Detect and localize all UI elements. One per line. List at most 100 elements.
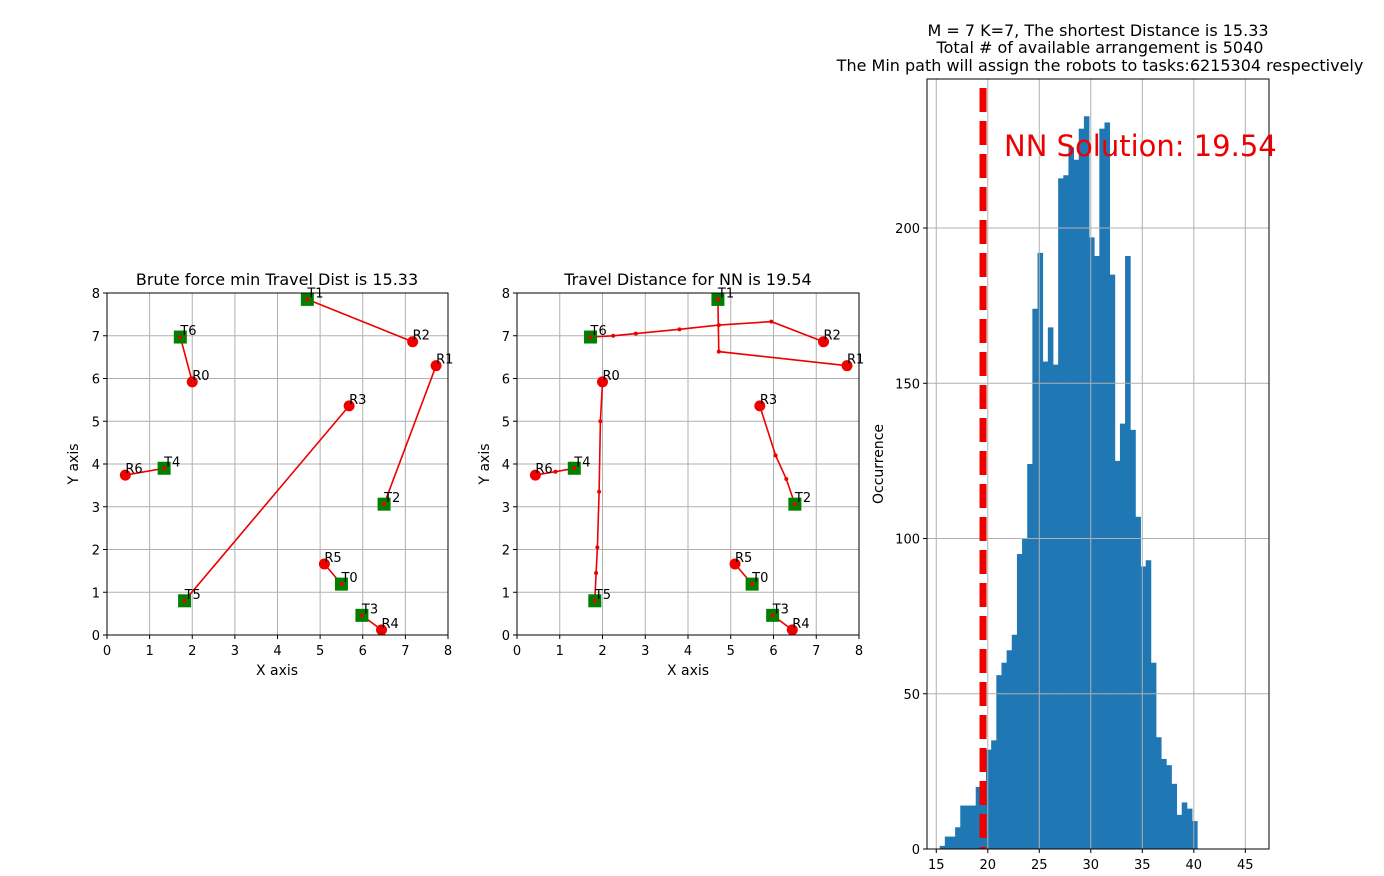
nn-point-label: R1 xyxy=(847,353,864,368)
nn-ytick-label: 4 xyxy=(502,458,510,473)
histogram-bar xyxy=(949,836,956,849)
nn-path-dot xyxy=(598,419,603,424)
histogram-bar xyxy=(1161,758,1167,849)
brute-force-path xyxy=(307,298,413,343)
histogram-bar xyxy=(1171,783,1177,849)
nn-path-end xyxy=(592,598,597,603)
histogram-title-line-2: Total # of available arrangement is 5040 xyxy=(936,38,1264,57)
nn-path xyxy=(590,320,824,343)
nn-path-dot xyxy=(595,545,600,550)
histogram-ytick-label: 200 xyxy=(895,222,920,237)
nn-path-dot xyxy=(597,489,602,494)
brute-force-ytick-label: 1 xyxy=(92,586,100,601)
nn-xlabel: X axis xyxy=(667,663,709,679)
histogram-bar xyxy=(1140,566,1147,849)
nn-xtick-label: 3 xyxy=(641,644,649,659)
nn-path-dot xyxy=(784,476,789,481)
histogram-xtick-label: 25 xyxy=(1031,858,1048,873)
histogram-bar xyxy=(1094,255,1100,849)
histogram-bar xyxy=(1114,460,1121,849)
histogram-bar xyxy=(1104,122,1111,849)
histogram-bar xyxy=(975,786,982,849)
nn-robot-marker xyxy=(729,558,741,570)
histogram-title-line-1: M = 7 K=7, The shortest Distance is 15.3… xyxy=(927,21,1268,40)
brute-force-robot-marker xyxy=(119,469,131,481)
histogram-bar xyxy=(1145,560,1152,849)
brute-force-ytick-label: 7 xyxy=(92,330,100,345)
nn-plot: T0 T1 T2 T3 T4 T5 T6 R0 R1 R2 R3 R4 R5 R6 0 1 2 3 4 5 6 7 8 0 1… xyxy=(477,270,864,679)
brute-force-point-label: R5 xyxy=(324,551,341,566)
nn-path-dot xyxy=(769,319,774,324)
histogram-bar xyxy=(986,749,992,849)
histogram-ytick-label: 0 xyxy=(912,843,920,858)
histogram-ylabel: Occurrence xyxy=(871,424,887,504)
brute-force-xtick-label: 0 xyxy=(103,644,111,659)
histogram-bar xyxy=(955,827,961,849)
histogram-xtick-label: 15 xyxy=(928,858,945,873)
histogram-bar xyxy=(965,805,971,849)
nn-ytick-label: 7 xyxy=(502,330,510,345)
brute-force-xtick-label: 6 xyxy=(359,644,367,659)
histogram-bar xyxy=(1125,255,1131,849)
nn-point-label: T1 xyxy=(717,286,734,301)
brute-force-point-label: T3 xyxy=(361,602,378,617)
brute-force-robot-marker xyxy=(186,376,198,388)
histogram-bar xyxy=(960,805,966,849)
histogram-xtick-label: 20 xyxy=(980,858,997,873)
nn-xtick-label: 2 xyxy=(598,644,606,659)
histogram-xtick-label: 40 xyxy=(1186,858,1203,873)
histogram-bar xyxy=(1058,178,1064,849)
nn-path-end xyxy=(792,502,797,507)
brute-force-path-end xyxy=(359,613,364,618)
nn-robot-marker xyxy=(754,400,766,412)
nn-point-label: R5 xyxy=(735,551,752,566)
brute-force-point-label: T5 xyxy=(184,588,201,603)
brute-force-ytick-label: 3 xyxy=(92,501,100,516)
nn-point-label: T3 xyxy=(772,602,789,617)
nn-point-label: T0 xyxy=(751,571,768,586)
nn-path-dot xyxy=(611,333,616,338)
nn-path-dot xyxy=(677,327,682,332)
nn-plot-frame xyxy=(516,292,860,636)
histogram-ytick-label: 50 xyxy=(903,688,920,703)
brute-force-path xyxy=(179,336,194,383)
brute-force-path xyxy=(383,365,437,505)
nn-path-dot xyxy=(716,349,721,354)
nn-xtick-label: 1 xyxy=(556,644,564,659)
brute-force-ylabel: Y axis xyxy=(66,443,82,485)
brute-force-path-end xyxy=(339,582,344,587)
histogram-bar xyxy=(1130,429,1136,849)
brute-force-point-label: T6 xyxy=(179,324,196,339)
brute-force-point-label: R3 xyxy=(349,393,366,408)
brute-force-xtick-label: 4 xyxy=(273,644,281,659)
nn-path-dot xyxy=(633,331,638,336)
nn-point-label: T4 xyxy=(573,455,590,470)
histogram-plot: 15 20 25 30 35 40 45 0 50 100 150 200 M = 7 K=7, Th… xyxy=(836,21,1364,873)
brute-force-robot-marker xyxy=(430,360,442,372)
histogram-bar xyxy=(1181,802,1188,849)
histogram-bar xyxy=(970,805,977,849)
brute-force-robot-marker xyxy=(376,624,388,636)
histogram-bar xyxy=(1006,650,1013,849)
brute-force-path-end xyxy=(305,297,310,302)
histogram-bar xyxy=(1186,808,1193,849)
nn-xtick-label: 8 xyxy=(855,644,863,659)
brute-force-robot-marker xyxy=(407,336,419,348)
nn-solution-annotation: NN Solution: 19.54 xyxy=(1004,129,1277,163)
nn-xtick-label: 5 xyxy=(727,644,735,659)
nn-ytick-label: 5 xyxy=(502,415,510,430)
histogram-bar xyxy=(1052,364,1059,849)
nn-path-end xyxy=(750,582,755,587)
histogram-bar xyxy=(1027,464,1033,849)
nn-ytick-label: 8 xyxy=(502,287,510,302)
histogram-ytick-label: 100 xyxy=(895,533,920,548)
brute-force-xtick-label: 8 xyxy=(444,644,452,659)
nn-robot-marker xyxy=(841,360,853,372)
histogram-bar xyxy=(1155,737,1162,849)
nn-title: Travel Distance for NN is 19.54 xyxy=(563,270,811,289)
brute-force-point-label: R2 xyxy=(413,329,430,344)
brute-force-ytick-label: 8 xyxy=(92,287,100,302)
histogram-bar xyxy=(1150,662,1157,849)
nn-ylabel: Y axis xyxy=(477,443,493,485)
